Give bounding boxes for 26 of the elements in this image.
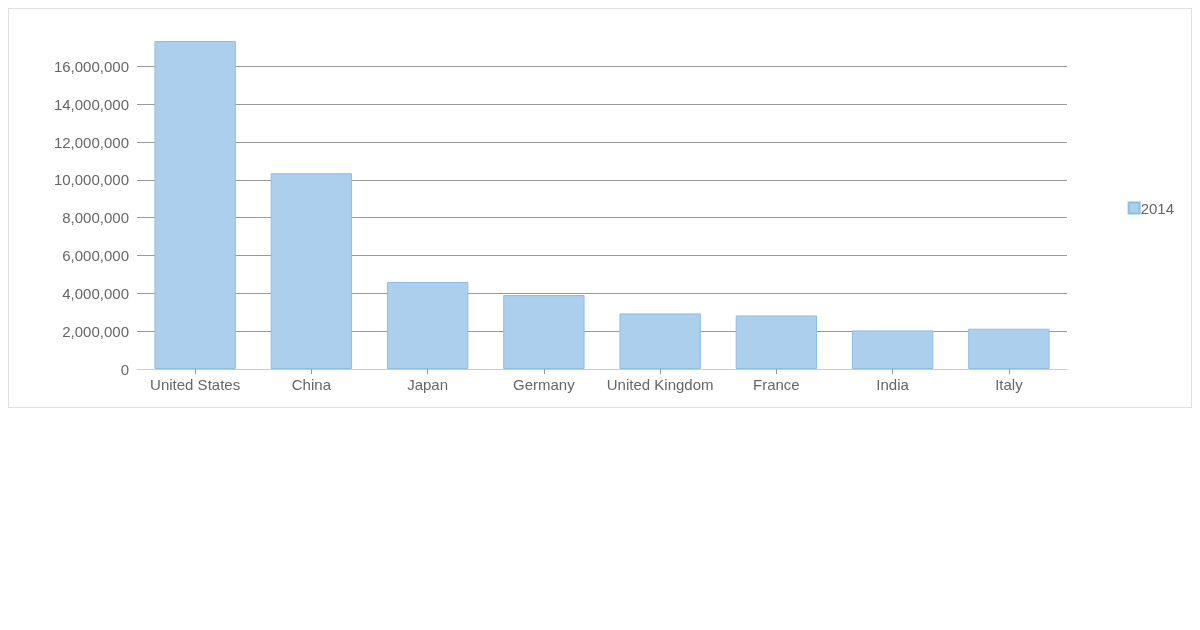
bar [851, 330, 934, 369]
y-tick-label: 0 [120, 360, 129, 378]
y-tick-label: 10,000,000 [53, 171, 129, 189]
y-tick-label: 2,000,000 [62, 322, 129, 340]
y-tick-label: 12,000,000 [53, 133, 129, 151]
y-tick-label: 6,000,000 [62, 247, 129, 265]
y-tick-label: 8,000,000 [62, 209, 129, 227]
x-tick-label: United Kingdom [606, 376, 714, 393]
x-tick-label: China [291, 376, 332, 393]
bar [270, 173, 353, 369]
x-tick-label: France [753, 376, 800, 393]
y-tick-label: 16,000,000 [53, 57, 129, 75]
bar [154, 41, 236, 369]
x-tick-label: Germany [513, 376, 576, 393]
bar [386, 281, 469, 369]
x-tick-label: Japan [407, 376, 449, 393]
bar [619, 313, 701, 369]
x-tick-label: Italy [995, 376, 1024, 393]
x-tick-label: India [876, 376, 910, 393]
y-tick-label: 4,000,000 [62, 284, 129, 302]
legend-label: 2014 [1140, 199, 1175, 217]
bar [968, 328, 1050, 369]
y-tick-label: 14,000,000 [53, 95, 129, 113]
bar [503, 295, 585, 369]
bar [735, 315, 818, 369]
x-tick-label: United States [150, 376, 241, 393]
